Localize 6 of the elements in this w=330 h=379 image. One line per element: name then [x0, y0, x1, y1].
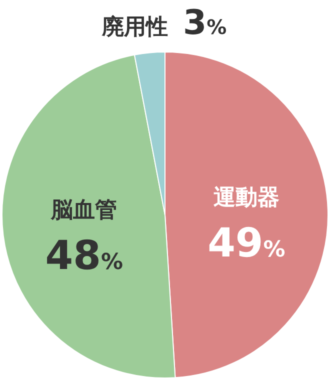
slice-label: 運動器 [213, 185, 280, 210]
data-label: 48% [45, 233, 123, 280]
data-label: 3% [183, 3, 227, 43]
slice-label: 脳血管 [50, 198, 118, 224]
slice-label: 廃用性 [101, 14, 168, 40]
data-label: 49% [208, 220, 286, 266]
